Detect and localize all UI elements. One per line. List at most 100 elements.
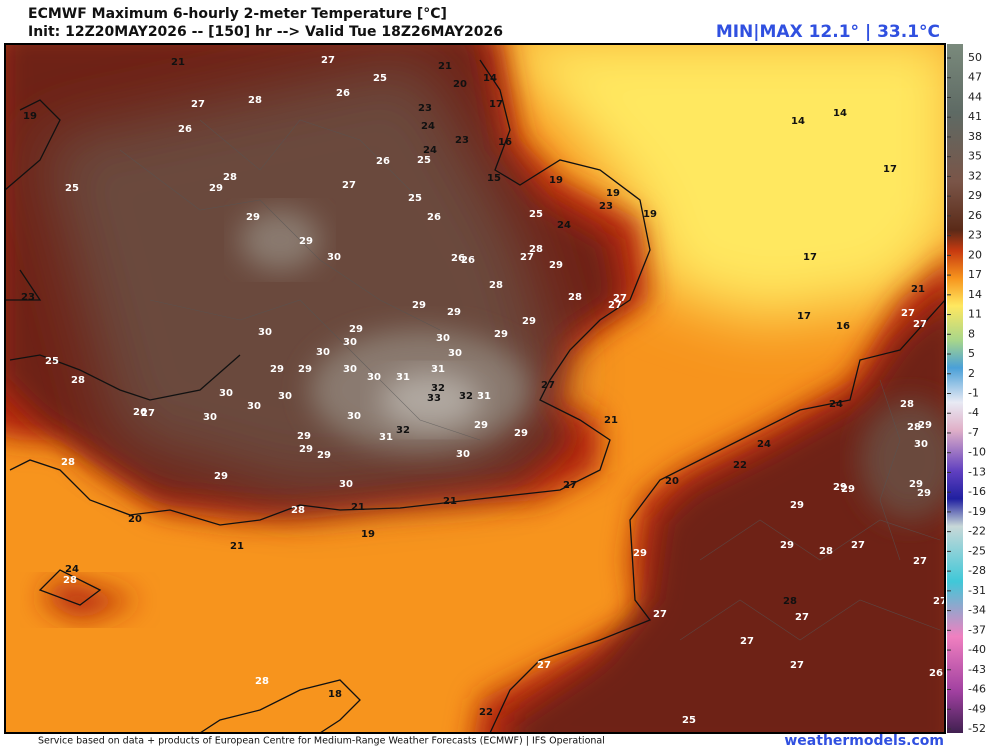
temperature-label: 29 <box>790 500 804 511</box>
temperature-label: 33 <box>427 393 441 404</box>
temperature-label: 22 <box>479 707 493 718</box>
temperature-label: 19 <box>361 529 375 540</box>
colorbar-label: 41 <box>968 110 982 123</box>
temperature-label: 29 <box>270 364 284 375</box>
colorbar-label: 26 <box>968 209 982 222</box>
temperature-label: 29 <box>214 471 228 482</box>
colorbar-label: -13 <box>968 465 986 478</box>
temperature-label: 26 <box>427 212 441 223</box>
colorbar-label: -7 <box>968 426 979 439</box>
temperature-label: 27 <box>913 556 927 567</box>
temperature-label: 29 <box>841 484 855 495</box>
temperature-label: 25 <box>529 209 543 220</box>
colorbar-label: -25 <box>968 544 986 557</box>
temperature-label: 27 <box>191 99 205 110</box>
temperature-label: 16 <box>498 137 512 148</box>
temperature-label: 26 <box>451 253 465 264</box>
temperature-label: 29 <box>317 450 331 461</box>
temperature-label: 30 <box>203 412 217 423</box>
temperature-label: 17 <box>489 99 503 110</box>
temperature-label: 30 <box>258 327 272 338</box>
temperature-label: 30 <box>327 252 341 263</box>
colorbar-label: -46 <box>968 683 986 696</box>
temperature-label: 30 <box>448 348 462 359</box>
temperature-label: 28 <box>529 244 543 255</box>
temperature-label: 29 <box>494 329 508 340</box>
temperature-label: 24 <box>423 145 437 156</box>
temperature-label: 14 <box>791 116 805 127</box>
colorbar-label: 5 <box>968 347 975 360</box>
temperature-label: 26 <box>178 124 192 135</box>
temperature-label: 32 <box>396 425 410 436</box>
temperature-label: 27 <box>790 660 804 671</box>
temperature-label: 30 <box>347 411 361 422</box>
temperature-label: 27 <box>541 380 555 391</box>
temperature-label: 32 <box>431 383 445 394</box>
subtitle: Init: 12Z20MAY2026 -- [150] hr --> Valid… <box>28 24 503 40</box>
temperature-label: 28 <box>568 292 582 303</box>
colorbar-label: 14 <box>968 288 982 301</box>
temperature-label: 29 <box>297 431 311 442</box>
colorbar-label: -19 <box>968 505 986 518</box>
temperature-label: 25 <box>373 73 387 84</box>
temperature-label: 29 <box>917 488 931 499</box>
temperature-label: 26 <box>133 407 147 418</box>
temperature-label: 21 <box>230 541 244 552</box>
temperature-label: 23 <box>21 292 35 303</box>
temperature-label: 29 <box>299 444 313 455</box>
colorbar-label: 11 <box>968 308 982 321</box>
temperature-label: 27 <box>740 636 754 647</box>
site: weathermodels.com <box>784 733 944 749</box>
temperature-label: 21 <box>438 61 452 72</box>
temperature-label: 28 <box>248 95 262 106</box>
temperature-label: 27 <box>901 308 915 319</box>
coastlines <box>5 59 945 733</box>
temperature-label: 30 <box>343 364 357 375</box>
temperature-label: 19 <box>606 188 620 199</box>
colorbar-label: 29 <box>968 189 982 202</box>
temperature-label: 26 <box>336 88 350 99</box>
colorbar <box>947 44 963 733</box>
temperature-label: 21 <box>351 502 365 513</box>
temperature-label: 24 <box>65 564 79 575</box>
colorbar-label: 2 <box>968 367 975 380</box>
temperature-label: 28 <box>489 280 503 291</box>
temperature-label: 25 <box>408 193 422 204</box>
temperature-label: 26 <box>929 668 943 679</box>
temperature-label: 28 <box>63 575 77 586</box>
colorbar-label: -31 <box>968 584 986 597</box>
temperature-label: 30 <box>456 449 470 460</box>
temperature-label: 25 <box>65 183 79 194</box>
temperature-label: 29 <box>349 324 363 335</box>
temperature-label: 26 <box>461 255 475 266</box>
colorbar-label: -34 <box>968 604 986 617</box>
colorbar-label: 8 <box>968 327 975 340</box>
title: ECMWF Maximum 6-hourly 2-meter Temperatu… <box>28 6 447 22</box>
colorbar-label: 38 <box>968 130 982 143</box>
temperature-label: 20 <box>453 79 467 90</box>
colorbar-label: 20 <box>968 248 982 261</box>
temperature-label: 30 <box>914 439 928 450</box>
temperature-label: 29 <box>514 428 528 439</box>
colorbar-label: -28 <box>968 564 986 577</box>
temperature-label: 30 <box>316 347 330 358</box>
temperature-label: 29 <box>522 316 536 327</box>
temperature-label: 23 <box>455 135 469 146</box>
temperature-label: 29 <box>447 307 461 318</box>
temperature-label: 29 <box>549 260 563 271</box>
temperature-label: 22 <box>733 460 747 471</box>
temperature-label: 30 <box>219 388 233 399</box>
temperature-label: 14 <box>833 108 847 119</box>
temperature-label: 29 <box>474 420 488 431</box>
colorbar-label: -37 <box>968 623 986 636</box>
temperature-label: 29 <box>412 300 426 311</box>
temperature-label: 17 <box>803 252 817 263</box>
colorbar-label: 32 <box>968 169 982 182</box>
temperature-label: 15 <box>487 173 501 184</box>
colorbar-label: -52 <box>968 722 986 735</box>
temperature-label: 29 <box>780 540 794 551</box>
temperature-label: 31 <box>431 364 445 375</box>
temperature-label: 25 <box>682 715 696 726</box>
colorbar-label: 50 <box>968 51 982 64</box>
